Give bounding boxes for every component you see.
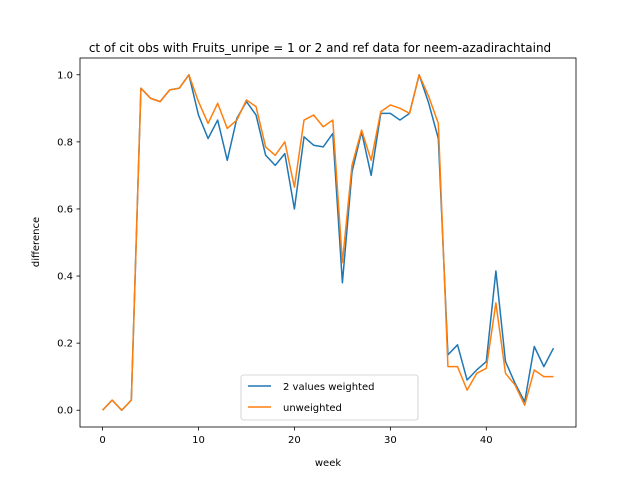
legend-box [240, 374, 419, 421]
legend-label-1: 2 values weighted [283, 382, 374, 393]
x-tick-label: 10 [192, 435, 205, 446]
x-tick-label: 20 [288, 435, 301, 446]
y-axis-label: difference [31, 217, 42, 267]
plot-area: 0 10 20 30 40 0.0 0.2 0.4 0.6 0.8 1.0 2 values weig… [57, 57, 577, 446]
axes-frame [79, 57, 577, 428]
y-tick-label: 0.4 [57, 272, 73, 283]
x-tick-label: 40 [480, 435, 493, 446]
x-axis-label: week [315, 458, 341, 469]
legend-label-2: unweighted [283, 403, 342, 414]
chart-title: ct of cit obs with Fruits_unripe = 1 or … [89, 41, 551, 55]
y-tick-label: 0.8 [57, 137, 73, 148]
y-tick-label: 0.2 [57, 339, 73, 350]
y-tick-label: 0.6 [57, 204, 73, 215]
x-tick-label: 30 [384, 435, 397, 446]
x-tick-label: 0 [99, 435, 105, 446]
y-tick-label: 1.0 [57, 70, 73, 81]
y-tick-label: 0.0 [57, 406, 73, 417]
series-line-2 [102, 74, 554, 411]
